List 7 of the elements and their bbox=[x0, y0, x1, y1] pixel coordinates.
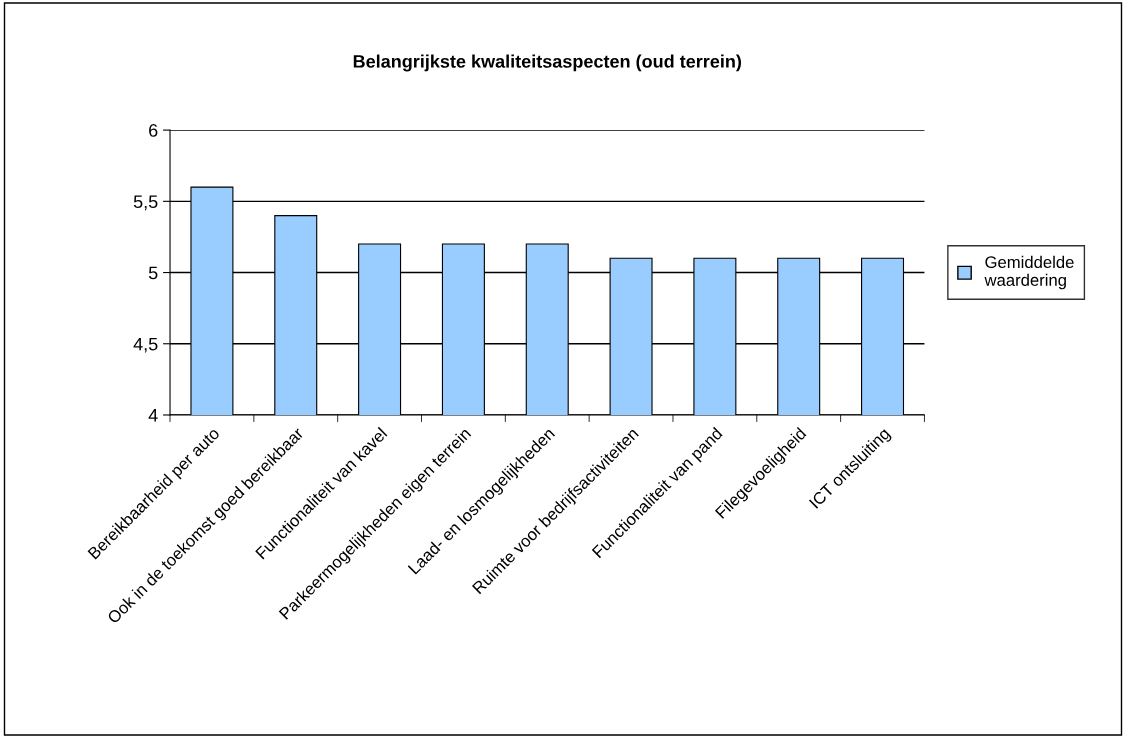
legend-label: Gemiddelde waardering bbox=[984, 255, 1074, 290]
y-tick-label: 5,5 bbox=[133, 195, 158, 211]
y-tick-label: 6 bbox=[149, 124, 158, 137]
y-tick-label: 4 bbox=[148, 409, 158, 422]
chart-title: Belangrijkste kwaliteitsaspecten (oud terrein) bbox=[353, 54, 742, 72]
y-tick-label: 4,5 bbox=[133, 337, 158, 353]
y-tick-label: 5 bbox=[148, 266, 158, 280]
